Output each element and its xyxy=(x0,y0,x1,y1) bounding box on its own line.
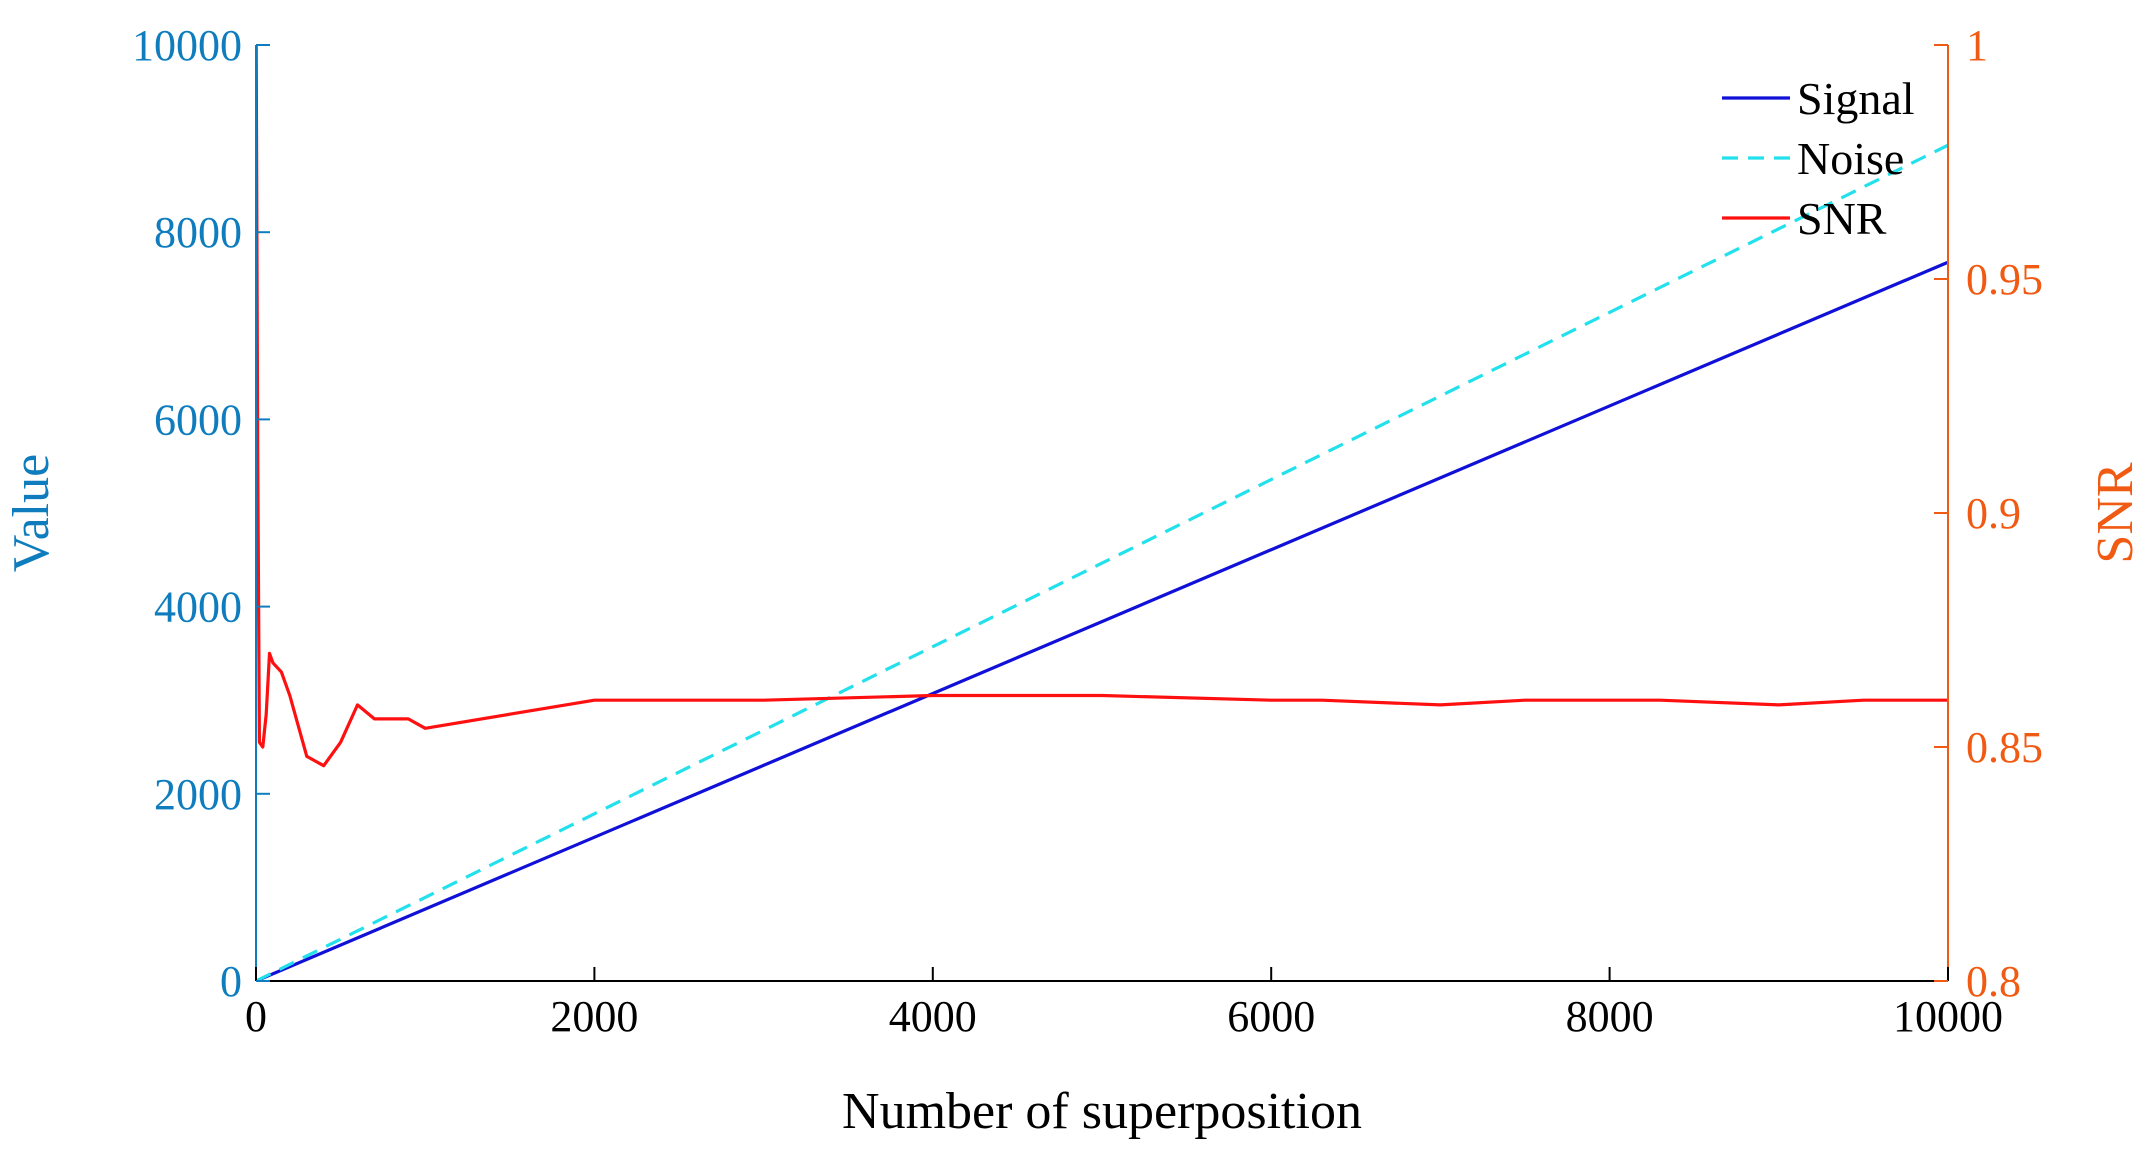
y-left-axis-title: Value xyxy=(3,454,60,572)
y-right-tick-label: 0.85 xyxy=(1966,723,2043,772)
y-right-tick-label: 0.8 xyxy=(1966,957,2021,1006)
series-line-snr xyxy=(256,45,1948,768)
legend-label-signal: Signal xyxy=(1797,73,1915,124)
legend-label-snr: SNR xyxy=(1797,193,1887,244)
x-tick-label: 4000 xyxy=(889,992,977,1041)
legend: Signal Noise SNR xyxy=(1722,73,1915,244)
y-left-tick-label: 2000 xyxy=(154,770,242,819)
x-tick-label: 8000 xyxy=(1566,992,1654,1041)
y-left-tick-label: 6000 xyxy=(154,395,242,444)
y-right-tick-label: 1 xyxy=(1966,21,1988,70)
y-left-tick-label: 0 xyxy=(220,957,242,1006)
legend-label-noise: Noise xyxy=(1797,133,1904,184)
series-line-signal xyxy=(256,260,1948,981)
x-axis-title: Number of superposition xyxy=(842,1083,1362,1140)
x-tick-label: 2000 xyxy=(550,992,638,1041)
series-layer xyxy=(256,45,1948,981)
y-right-axis-title: SNR xyxy=(2087,462,2144,563)
series-line-noise xyxy=(256,143,1948,981)
y-right-tick-label: 0.95 xyxy=(1966,255,2043,304)
x-tick-label: 0 xyxy=(245,992,267,1041)
y-right-tick-label: 0.9 xyxy=(1966,489,2021,538)
x-tick-label: 6000 xyxy=(1227,992,1315,1041)
x-tick-label: 10000 xyxy=(1893,992,2003,1041)
axes-layer: 0 2000 4000 6000 8000 10000 0 2000 4000 6000 8000 1… xyxy=(3,21,2144,1140)
y-left-tick-label: 4000 xyxy=(154,583,242,632)
y-left-tick-label: 8000 xyxy=(154,208,242,257)
y-left-tick-label: 10000 xyxy=(132,21,242,70)
